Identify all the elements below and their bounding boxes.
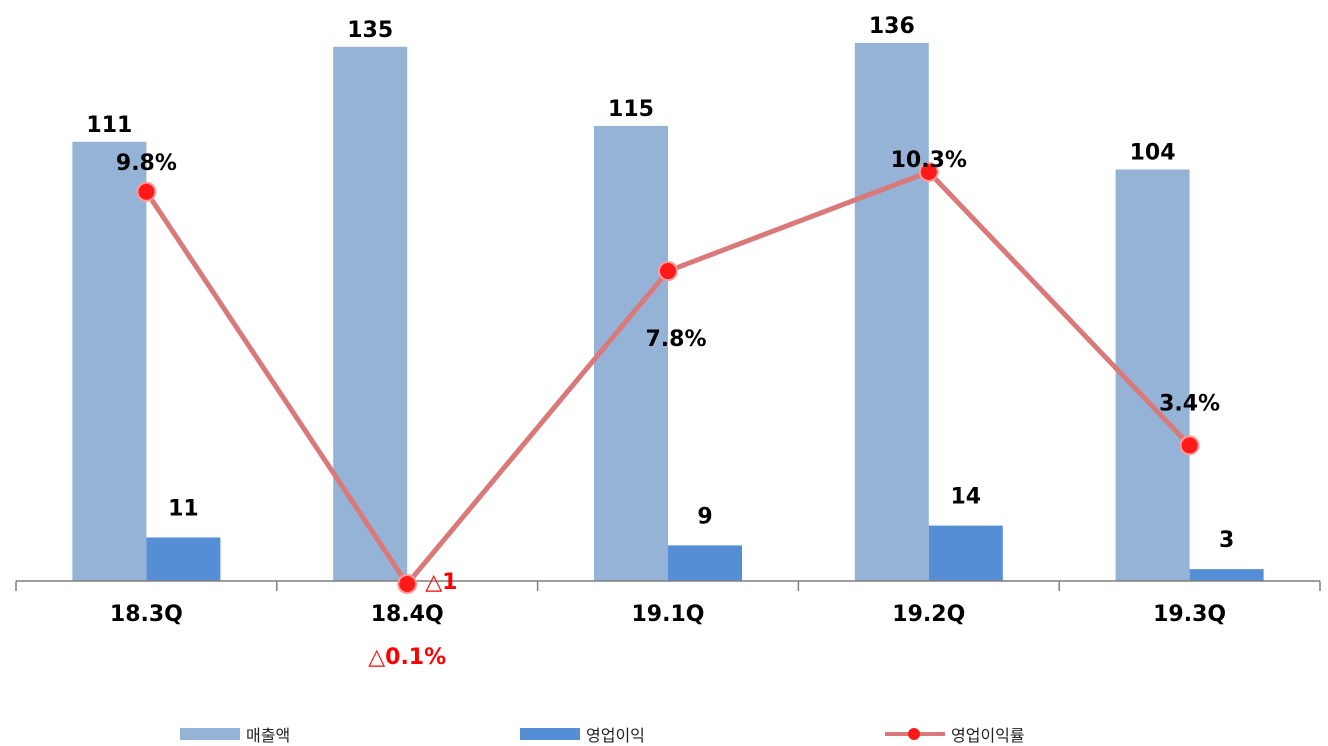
data-label-sales: 136 [869,14,915,39]
marker-operating-margin [1179,435,1200,456]
bar-operating-profit [928,525,1003,581]
data-label-operating-profit: 3 [1219,528,1234,553]
marker-operating-margin [658,261,678,282]
category-label: 19.2Q [892,602,965,627]
bar-operating-profit [668,545,742,581]
marker-operating-margin [397,574,418,594]
data-label-operating-profit: 11 [168,496,199,521]
bar-layer [72,42,1264,582]
bar-sales [1115,169,1190,582]
category-label: 19.1Q [632,602,705,627]
legend-swatch-operating-margin [885,728,945,740]
data-label-operating-margin: 10.3% [891,148,967,173]
line-layer [136,162,1200,594]
data-label-operating-profit: 14 [950,485,981,510]
data-label-operating-margin: 3.4% [1159,391,1220,416]
data-label-operating-profit: △1 [425,570,457,595]
legend-label-sales: 매출액 [246,726,291,745]
legend-item-operating-margin: 영업이익률 [885,722,1025,746]
data-label-operating-margin: 7.8% [645,327,706,352]
bar-operating-profit [146,537,221,581]
bar-sales [333,46,408,582]
data-label-sales: 135 [347,18,393,43]
data-label-operating-margin: 9.8% [116,151,177,176]
legend: 매출액 영업이익 영업이익률 [0,722,1328,746]
bar-operating-profit [1189,569,1264,581]
marker-operating-margin [918,162,939,182]
data-labels: 11111135△111591361410439.8%△0.1%7.8%10.3… [86,14,1234,670]
category-label: 19.3Q [1153,602,1226,627]
category-label: 18.4Q [371,602,444,627]
legend-item-operating-profit: 영업이익 [520,722,645,746]
data-label-sales: 115 [608,97,654,122]
category-labels: 18.3Q 18.4Q 19.1Q 19.2Q 19.3Q [110,602,1226,627]
data-label-sales: 111 [86,113,132,138]
legend-label-operating-margin: 영업이익률 [951,726,1025,745]
legend-swatch-operating-profit [520,728,580,740]
legend-label-operating-profit: 영업이익 [586,726,645,745]
data-label-sales: 104 [1130,140,1176,165]
data-label-operating-profit: 9 [697,504,712,529]
legend-swatch-sales [180,728,240,740]
bar-sales [72,141,147,581]
marker-operating-margin [136,181,157,202]
bar-sales [594,125,668,581]
category-label: 18.3Q [110,602,183,627]
bar-sales [854,42,929,581]
data-label-operating-margin: △0.1% [368,645,446,670]
legend-item-sales: 매출액 [180,722,290,746]
x-axis-ticks [15,581,1321,591]
